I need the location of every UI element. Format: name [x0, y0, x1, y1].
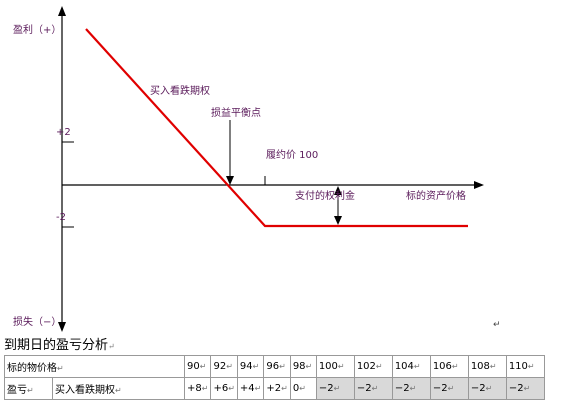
breakeven-label: 损益平衡点 [211, 106, 261, 119]
return-mark: ↵ [115, 386, 122, 395]
pl-sublabel: 买入看跌期权 [55, 385, 115, 396]
price-value: 100 [318, 361, 338, 372]
price-value: 104 [394, 361, 414, 372]
y-axis-arrow-up [58, 6, 66, 16]
analysis-heading-text: 到期日的盈亏分析 [4, 338, 109, 353]
x-axis-label: 标的资产价格 [406, 189, 466, 202]
y-tick-neg: -2 [56, 212, 66, 223]
pl-value-cell: +4↵ [236, 377, 265, 400]
premium-arrowhead-down [334, 216, 342, 225]
y-bottom-label: 损失（−） [13, 315, 61, 328]
pl-value: 0 [292, 383, 300, 394]
pl-value: −2 [432, 383, 448, 394]
premium-arrowhead-up [334, 186, 342, 195]
price-value-cell: 104↵ [391, 355, 431, 378]
pl-value: −2 [470, 383, 486, 394]
pl-value: +6 [213, 383, 229, 394]
pl-value-cell: +2↵ [263, 377, 291, 400]
return-mark: ↵ [299, 384, 306, 393]
pl-value: −2 [394, 383, 410, 394]
pl-value: −2 [318, 383, 334, 394]
return-mark: ↵ [451, 362, 459, 371]
price-value: 94 [239, 361, 253, 372]
pl-table: 标的物价格↵ 90↵ 92↵ 94↵ 96↵ 98↵ 100↵ 102↵ 104↵ 106↵ 10… [4, 355, 545, 400]
pl-value-cell: −2↵ [429, 377, 469, 400]
premium-label: 支付的权利金 [295, 189, 355, 202]
price-value: 110 [508, 361, 528, 372]
pl-sublabel-cell: 买入看跌期权↵ [52, 377, 185, 400]
return-mark: ↵ [281, 384, 288, 393]
pl-value-cell: −2↵ [467, 377, 507, 400]
return-mark: ↵ [485, 384, 493, 393]
return-mark: ↵ [305, 362, 313, 371]
pl-value-cell: 0↵ [289, 377, 317, 400]
return-mark: ↵ [447, 384, 455, 393]
pl-value: −2 [356, 383, 372, 394]
price-value-cell: 108↵ [467, 355, 507, 378]
put-payoff-line [85, 28, 468, 228]
price-value-cell: 106↵ [429, 355, 469, 378]
pl-value: −2 [508, 383, 524, 394]
price-value: 90 [187, 361, 200, 372]
return-mark: ↵ [228, 384, 235, 393]
price-value: 98 [292, 361, 306, 372]
price-value: 92 [213, 361, 227, 372]
pl-value-cell: +8↵ [183, 377, 212, 400]
return-mark: ↵ [523, 384, 531, 393]
line-label: 买入看跌期权 [150, 84, 210, 97]
price-value: 108 [470, 361, 490, 372]
price-value: 106 [432, 361, 452, 372]
return-mark: ↵ [337, 362, 345, 371]
paragraph-return-mark: ↵ [493, 320, 501, 330]
return-mark: ↵ [27, 386, 34, 395]
pl-value: +4 [239, 383, 255, 394]
return-mark: ↵ [489, 362, 497, 371]
return-mark: ↵ [226, 362, 233, 371]
return-mark: ↵ [333, 384, 341, 393]
return-mark: ↵ [201, 384, 209, 393]
price-row: 标的物价格↵ 90↵ 92↵ 94↵ 96↵ 98↵ 100↵ 102↵ 104↵ 106↵ 10… [4, 355, 545, 378]
pl-value-cell: −2↵ [391, 377, 431, 400]
pl-value: +2 [266, 383, 282, 394]
return-mark: ↵ [252, 362, 260, 371]
return-mark: ↵ [371, 384, 379, 393]
price-value-cell: 92↵ [210, 355, 238, 378]
pl-value-cell: +6↵ [210, 377, 238, 400]
pl-value: +8 [187, 383, 202, 394]
pl-label: 盈亏 [7, 385, 27, 396]
price-value: 102 [356, 361, 376, 372]
return-mark: ↵ [413, 362, 421, 371]
y-top-label: 盈利（+） [13, 24, 61, 36]
return-mark: ↵ [199, 362, 207, 371]
price-value-cell: 94↵ [236, 355, 265, 378]
return-mark: ↵ [57, 364, 64, 373]
return-mark: ↵ [375, 362, 383, 371]
pl-label-cell: 盈亏↵ [4, 377, 53, 400]
payoff-diagram: +2 -2 盈利（+） 损失（−） 买入看跌期权 损益平衡点 履约价 100 支… [13, 6, 484, 332]
return-mark: ↵ [409, 384, 417, 393]
y-axis-arrow-down [58, 322, 66, 332]
price-value-cell: 98↵ [289, 355, 317, 378]
heading-return-mark: ↵ [108, 342, 115, 351]
return-mark: ↵ [527, 362, 535, 371]
price-header-label: 标的物价格 [7, 363, 57, 374]
pl-value-cell: −2↵ [315, 377, 355, 400]
strike-label: 履约价 100 [266, 148, 318, 161]
price-value-cell: 100↵ [315, 355, 355, 378]
pl-value-cell: −2↵ [505, 377, 545, 400]
pl-value-cell: −2↵ [353, 377, 393, 400]
pl-row: 盈亏↵ 买入看跌期权↵ +8↵ +6↵ +4↵ +2↵ 0↵ −2↵ −2↵ −2↵ −2↵ −2… [4, 377, 545, 400]
price-value-cell: 96↵ [263, 355, 291, 378]
x-axis-arrow [474, 181, 484, 189]
y-tick-pos: +2 [56, 127, 71, 138]
price-value-cell: 102↵ [353, 355, 393, 378]
price-value: 96 [266, 361, 280, 372]
price-value-cell: 90↵ [183, 355, 212, 378]
price-header-cell: 标的物价格↵ [4, 355, 185, 378]
return-mark: ↵ [279, 362, 286, 371]
breakeven-arrowhead [226, 176, 234, 185]
return-mark: ↵ [254, 384, 262, 393]
price-value-cell: 110↵ [505, 355, 545, 378]
analysis-heading: 到期日的盈亏分析↵ [4, 334, 115, 353]
